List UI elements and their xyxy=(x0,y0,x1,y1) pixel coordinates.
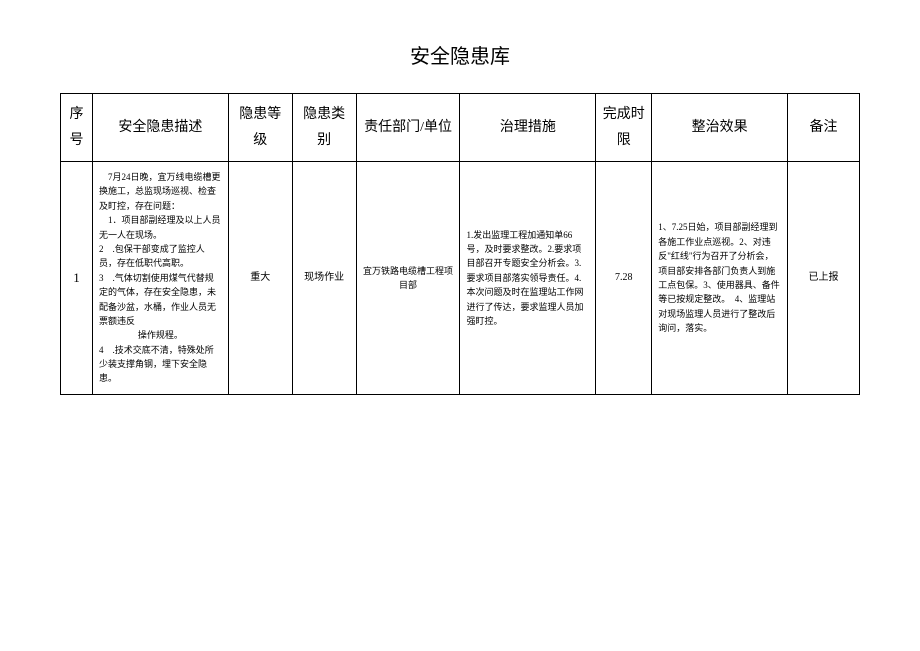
cell-seq: 1 xyxy=(61,162,93,395)
header-seq: 序号 xyxy=(61,94,93,162)
header-desc: 安全隐患描述 xyxy=(92,94,228,162)
desc-intro: 7月24日晚，宜万线电缆槽更换施工，总监现场巡视、检查及盯控，存在问题： xyxy=(99,170,222,213)
desc-item-1: 1．项目部副经理及以上人员无一人在现场。 xyxy=(99,213,222,242)
cell-remark: 已上报 xyxy=(788,162,860,395)
hazard-table: 序号 安全隐患描述 隐患等级 隐患类别 责任部门/单位 治理措施 完成时限 整治… xyxy=(60,93,860,395)
header-measure: 治理措施 xyxy=(460,94,596,162)
effect-text: 1、7.25日始，项目部副经理到各施工作业点巡视。2、对违反"红线"行为召开了分… xyxy=(658,220,781,335)
cell-desc: 7月24日晚，宜万线电缆槽更换施工，总监现场巡视、检查及盯控，存在问题： 1．项… xyxy=(92,162,228,395)
header-level: 隐患等级 xyxy=(228,94,292,162)
desc-item-3: 3 .气体切割使用煤气代替规定的气体，存在安全隐患，未配备沙盆，水桶，作业人员无… xyxy=(99,271,222,329)
cell-level: 重大 xyxy=(228,162,292,395)
table-row: 1 7月24日晚，宜万线电缆槽更换施工，总监现场巡视、检查及盯控，存在问题： 1… xyxy=(61,162,860,395)
cell-dept: 宜万铁路电缆槽工程项目部 xyxy=(356,162,460,395)
page-title: 安全隐患库 xyxy=(60,40,860,69)
cell-deadline: 7.28 xyxy=(596,162,652,395)
desc-item-2: 2 .包保干部变成了监控人员，存在低职代高职。 xyxy=(99,242,222,271)
cell-type: 现场作业 xyxy=(292,162,356,395)
cell-measure: 1.发出监理工程加通知单66号，及时要求整改。2.要求项目部召开专题安全分析会。… xyxy=(460,162,596,395)
table-header-row: 序号 安全隐患描述 隐患等级 隐患类别 责任部门/单位 治理措施 完成时限 整治… xyxy=(61,94,860,162)
desc-item-4: 4 .技术交底不清，特殊处所少装支撑角钢，埋下安全隐患。 xyxy=(99,343,222,386)
header-dept: 责任部门/单位 xyxy=(356,94,460,162)
header-effect: 整治效果 xyxy=(652,94,788,162)
desc-item-3b: 操作规程。 xyxy=(99,328,222,342)
header-type: 隐患类别 xyxy=(292,94,356,162)
header-remark: 备注 xyxy=(788,94,860,162)
cell-effect: 1、7.25日始，项目部副经理到各施工作业点巡视。2、对违反"红线"行为召开了分… xyxy=(652,162,788,395)
header-deadline: 完成时限 xyxy=(596,94,652,162)
